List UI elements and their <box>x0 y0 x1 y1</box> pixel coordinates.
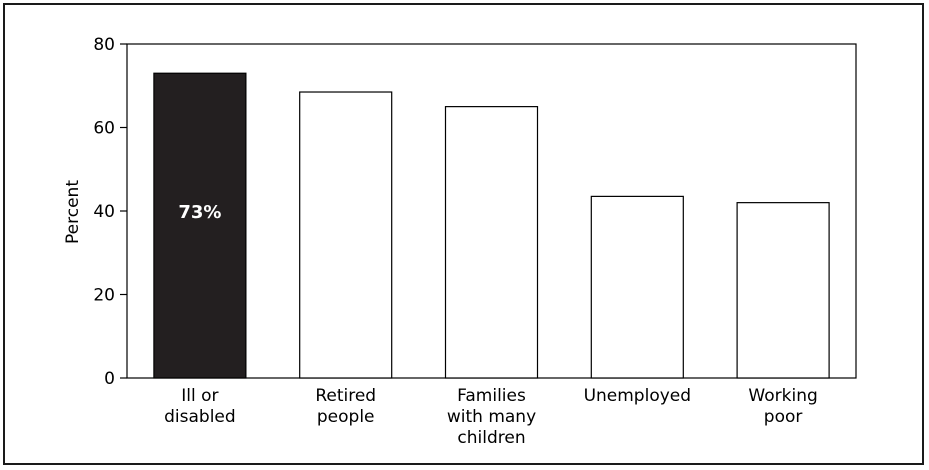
bar-2 <box>444 106 539 379</box>
y-axis-label: Percent <box>63 180 83 244</box>
x-tick-label-4-line-1: poor <box>764 407 803 427</box>
x-tick-label-4-line-0: Working <box>748 386 817 406</box>
chart-bars <box>153 72 830 379</box>
x-tick-label-0-line-1: disabled <box>164 407 236 427</box>
x-tick-label-3-line-0: Unemployed <box>584 386 691 406</box>
bar-3 <box>590 195 684 379</box>
data-label-0: 73% <box>178 202 221 223</box>
x-tick-label-2-line-1: with many <box>447 407 536 427</box>
y-tick-label-40: 40 <box>93 202 115 222</box>
y-tick-label-80: 80 <box>93 35 115 55</box>
y-tick-label-20: 20 <box>93 286 115 306</box>
bar-4 <box>736 202 830 379</box>
x-tick-label-0-line-0: Ill or <box>181 386 218 406</box>
bar-0 <box>153 72 247 379</box>
x-tick-label-2-line-2: children <box>457 428 525 448</box>
y-tick-label-0: 0 <box>104 369 115 389</box>
chart-frame <box>3 3 924 465</box>
y-tick-label-60: 60 <box>93 119 115 139</box>
x-tick-label-2-line-0: Families <box>457 386 526 406</box>
x-tick-label-1-line-0: Retired <box>315 386 376 406</box>
bar-1 <box>299 91 393 379</box>
x-tick-label-1-line-1: people <box>317 407 375 427</box>
